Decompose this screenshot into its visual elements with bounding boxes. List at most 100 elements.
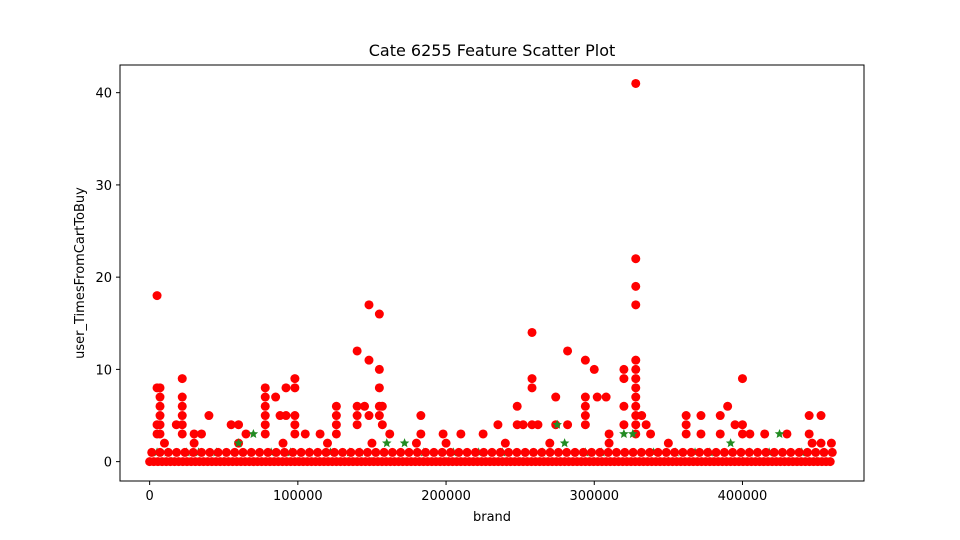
data-point (300, 429, 310, 439)
data-point (180, 447, 190, 457)
data-point (563, 420, 573, 430)
data-point (631, 364, 641, 374)
data-point (260, 401, 270, 411)
data-point (241, 429, 251, 439)
data-point (412, 447, 422, 457)
data-point (631, 392, 641, 402)
data-point (777, 447, 787, 457)
data-point (737, 374, 747, 384)
data-point (352, 401, 362, 411)
data-point (363, 447, 373, 457)
data-point (152, 291, 162, 301)
data-point (580, 401, 590, 411)
data-point (745, 429, 755, 439)
data-point (416, 429, 426, 439)
data-point (346, 447, 356, 457)
data-point (512, 447, 522, 457)
data-point (260, 429, 270, 439)
data-point (155, 392, 165, 402)
dense-band (145, 447, 837, 467)
data-point (715, 411, 725, 421)
data-point (737, 420, 747, 430)
data-point (177, 392, 187, 402)
data-point (172, 447, 182, 457)
data-point (807, 438, 817, 448)
data-point (604, 429, 614, 439)
data-point (604, 438, 614, 448)
data-point (681, 411, 691, 421)
data-point (804, 411, 814, 421)
data-point (631, 374, 641, 384)
data-point (177, 401, 187, 411)
data-point (377, 420, 387, 430)
data-point (197, 429, 207, 439)
data-point (811, 447, 821, 457)
data-point (681, 429, 691, 439)
y-tick-labels: 0 10 20 30 40 (95, 87, 112, 471)
data-point (520, 447, 530, 457)
data-point (696, 411, 706, 421)
y-tick-label: 40 (95, 87, 112, 102)
data-point (260, 420, 270, 430)
data-point (719, 447, 729, 457)
data-point (462, 447, 472, 457)
data-point (290, 374, 300, 384)
data-point (313, 447, 323, 457)
data-point-star (233, 438, 244, 448)
y-tick-label: 20 (95, 271, 112, 286)
data-point (238, 447, 248, 457)
data-point (387, 447, 397, 457)
data-point (374, 309, 384, 319)
x-tick-labels: 0 100000 200000 300000 400000 (146, 489, 768, 504)
data-point (744, 447, 754, 457)
data-point (352, 346, 362, 356)
data-point (290, 411, 300, 421)
data-point (631, 78, 641, 88)
data-point (364, 355, 374, 365)
data-point (620, 447, 630, 457)
data-point (152, 429, 162, 439)
data-point (281, 411, 291, 421)
data-point (782, 429, 792, 439)
data-point (661, 447, 671, 457)
data-point (226, 420, 236, 430)
data-point (189, 429, 199, 439)
data-point (723, 401, 733, 411)
data-point (221, 447, 231, 457)
data-point (404, 447, 414, 457)
data-point (802, 447, 812, 457)
data-point (177, 429, 187, 439)
data-point-star (399, 438, 410, 448)
data-point (826, 438, 836, 448)
data-point (321, 447, 331, 457)
data-point (760, 429, 770, 439)
data-point (827, 447, 837, 457)
data-point (456, 429, 466, 439)
data-point (352, 420, 362, 430)
data-point (696, 429, 706, 439)
data-point (645, 447, 655, 457)
data-point-star (382, 438, 392, 448)
data-point (322, 438, 332, 448)
data-point (500, 438, 510, 448)
data-point (421, 447, 431, 457)
data-point (619, 374, 629, 384)
data-point (527, 383, 537, 393)
data-point (379, 447, 389, 457)
data-point (786, 447, 796, 457)
data-point (374, 364, 384, 374)
data-point (737, 429, 747, 439)
data-point (537, 447, 547, 457)
data-point (152, 420, 162, 430)
data-point (728, 447, 738, 457)
data-point (631, 300, 641, 310)
data-point (646, 429, 656, 439)
data-point (280, 447, 290, 457)
data-point (189, 438, 199, 448)
data-point (562, 447, 572, 457)
data-point (527, 327, 537, 337)
data-point (504, 447, 514, 457)
data-point (155, 447, 165, 457)
data-point (595, 447, 605, 457)
data-point (271, 392, 281, 402)
